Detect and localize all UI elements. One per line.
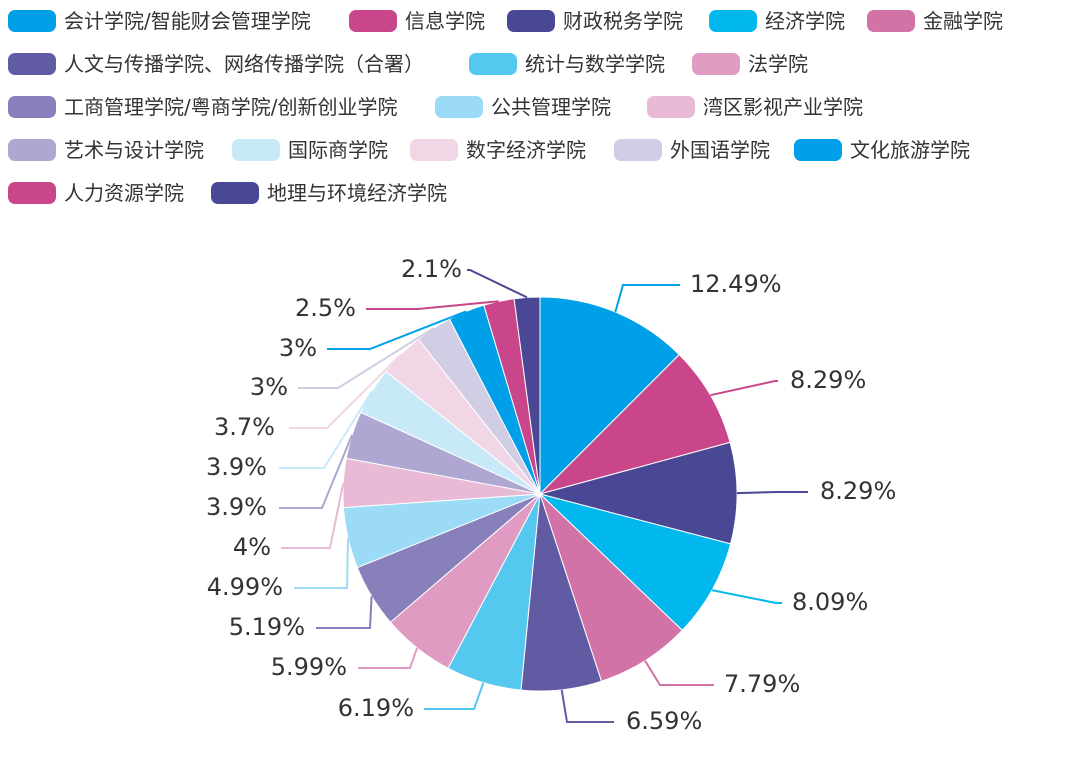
legend-swatch xyxy=(614,139,662,161)
legend-item[interactable]: 艺术与设计学院 xyxy=(8,137,204,163)
leader-line xyxy=(316,596,373,629)
legend-label: 地理与环境经济学院 xyxy=(267,181,447,205)
data-label: 6.59% xyxy=(626,707,702,735)
data-label: 8.29% xyxy=(820,477,896,505)
legend-label: 经济学院 xyxy=(765,9,845,33)
data-label: 4.99% xyxy=(207,573,283,601)
legend-swatch xyxy=(709,10,757,32)
leader-line xyxy=(366,300,499,310)
legend-swatch xyxy=(8,53,56,75)
data-label: 2.1% xyxy=(401,255,462,283)
legend-swatch xyxy=(8,96,56,118)
legend-label: 文化旅游学院 xyxy=(850,138,970,162)
legend-label: 统计与数学学院 xyxy=(525,52,665,76)
legend-swatch xyxy=(410,139,458,161)
data-label: 5.99% xyxy=(271,653,347,681)
legend-label: 人文与传播学院、网络传播学院（合署） xyxy=(64,52,424,76)
legend-item[interactable]: 国际商学院 xyxy=(232,137,388,163)
data-label: 3.9% xyxy=(206,453,267,481)
legend-label: 数字经济学院 xyxy=(466,138,586,162)
legend-item[interactable]: 外国语学院 xyxy=(614,137,770,163)
legend-item[interactable]: 统计与数学学院 xyxy=(469,51,665,77)
legend-swatch xyxy=(469,53,517,75)
legend-label: 公共管理学院 xyxy=(491,95,611,119)
legend-item[interactable]: 财政税务学院 xyxy=(507,8,683,34)
legend-item[interactable]: 湾区影视产业学院 xyxy=(647,94,863,120)
legend-label: 财政税务学院 xyxy=(563,9,683,33)
legend-swatch xyxy=(211,182,259,204)
leader-line xyxy=(327,310,467,350)
leader-line xyxy=(644,660,714,686)
legend-item[interactable]: 地理与环境经济学院 xyxy=(211,180,447,206)
legend-label: 会计学院/智能财会管理学院 xyxy=(64,9,311,33)
legend-label: 金融学院 xyxy=(923,9,1003,33)
legend-item[interactable]: 文化旅游学院 xyxy=(794,137,970,163)
legend-swatch xyxy=(8,139,56,161)
legend-item[interactable]: 人力资源学院 xyxy=(8,180,184,206)
data-label: 3% xyxy=(250,373,288,401)
data-label: 8.29% xyxy=(790,366,866,394)
legend-item[interactable]: 公共管理学院 xyxy=(435,94,611,120)
leader-line xyxy=(710,380,778,397)
leader-line xyxy=(281,482,345,549)
pie-slice[interactable] xyxy=(539,493,683,682)
legend-item[interactable]: 会计学院/智能财会管理学院 xyxy=(8,8,311,34)
legend-label: 湾区影视产业学院 xyxy=(703,95,863,119)
legend-label: 外国语学院 xyxy=(670,138,770,162)
legend-swatch xyxy=(8,182,56,204)
legend-swatch xyxy=(435,96,483,118)
legend-swatch xyxy=(867,10,915,32)
data-label: 8.09% xyxy=(792,588,868,616)
pie-slice[interactable] xyxy=(538,441,738,545)
data-label: 5.19% xyxy=(229,613,305,641)
leader-line xyxy=(711,589,782,604)
data-label: 4% xyxy=(233,533,271,561)
legend: 会计学院/智能财会管理学院 信息学院 财政税务学院 经济学院 金融学院人文与传播学院、网… xyxy=(8,0,1072,215)
legend-label: 工商管理学院/粤商学院/创新创业学院 xyxy=(64,95,398,119)
leader-line xyxy=(279,434,354,509)
legend-label: 艺术与设计学院 xyxy=(64,138,204,162)
legend-item[interactable]: 金融学院 xyxy=(867,8,1003,34)
leader-line xyxy=(560,689,614,723)
pie-slice[interactable] xyxy=(538,493,732,631)
legend-label: 信息学院 xyxy=(405,9,485,33)
legend-item[interactable]: 法学院 xyxy=(692,51,808,77)
pie-slice[interactable] xyxy=(513,296,541,495)
legend-item[interactable]: 经济学院 xyxy=(709,8,845,34)
leader-line xyxy=(424,682,485,710)
leader-line xyxy=(279,390,373,469)
legend-label: 国际商学院 xyxy=(288,138,388,162)
data-label: 6.19% xyxy=(338,694,414,722)
legend-item[interactable]: 信息学院 xyxy=(349,8,485,34)
legend-item[interactable]: 人文与传播学院、网络传播学院（合署） xyxy=(8,51,424,77)
data-label: 3.9% xyxy=(206,493,267,521)
leader-line xyxy=(736,491,808,495)
legend-item[interactable]: 工商管理学院/粤商学院/创新创业学院 xyxy=(8,94,397,120)
legend-swatch xyxy=(232,139,280,161)
data-label: 3.7% xyxy=(214,413,275,441)
legend-swatch xyxy=(692,53,740,75)
leader-line xyxy=(289,353,402,429)
legend-swatch xyxy=(794,139,842,161)
leader-line xyxy=(294,538,349,589)
data-label: 7.79% xyxy=(724,670,800,698)
legend-swatch xyxy=(8,10,56,32)
legend-item[interactable]: 数字经济学院 xyxy=(410,137,586,163)
legend-swatch xyxy=(507,10,555,32)
legend-label: 法学院 xyxy=(748,52,808,76)
leader-line xyxy=(298,327,434,389)
data-label: 2.5% xyxy=(295,294,356,322)
data-label: 12.49% xyxy=(690,270,782,298)
leader-line xyxy=(358,647,419,669)
legend-label: 人力资源学院 xyxy=(64,181,184,205)
leader-line xyxy=(614,284,680,313)
pie-slice[interactable] xyxy=(538,353,731,495)
data-label: 3% xyxy=(279,334,317,362)
legend-swatch xyxy=(349,10,397,32)
legend-swatch xyxy=(647,96,695,118)
leader-line xyxy=(467,269,528,299)
